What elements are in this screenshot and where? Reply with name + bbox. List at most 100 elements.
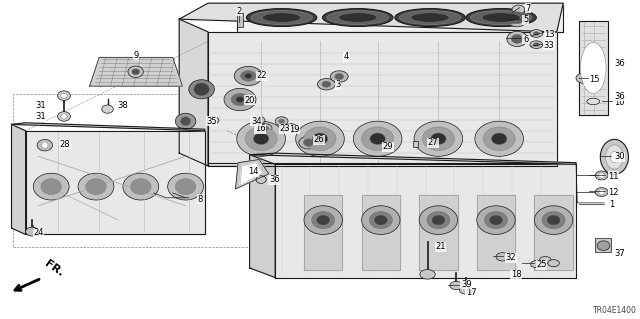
Polygon shape <box>236 160 269 189</box>
Ellipse shape <box>259 124 272 133</box>
Ellipse shape <box>304 206 342 234</box>
Ellipse shape <box>484 211 508 229</box>
Ellipse shape <box>427 211 450 229</box>
Text: 28: 28 <box>60 140 70 149</box>
Ellipse shape <box>303 139 314 146</box>
Ellipse shape <box>128 66 143 78</box>
Ellipse shape <box>534 206 573 234</box>
Ellipse shape <box>335 73 344 80</box>
Polygon shape <box>179 19 208 166</box>
Ellipse shape <box>61 93 67 98</box>
Polygon shape <box>12 123 205 131</box>
Text: 31: 31 <box>35 101 46 110</box>
Text: 7: 7 <box>525 4 531 13</box>
Ellipse shape <box>317 78 335 90</box>
Ellipse shape <box>470 11 532 25</box>
Text: 22: 22 <box>256 71 266 80</box>
Polygon shape <box>240 163 262 186</box>
Text: 26: 26 <box>314 135 324 144</box>
Text: 30: 30 <box>614 152 625 161</box>
Ellipse shape <box>533 43 540 47</box>
Text: 29: 29 <box>383 142 393 151</box>
Ellipse shape <box>327 11 388 25</box>
Ellipse shape <box>339 13 377 22</box>
Ellipse shape <box>304 127 336 151</box>
Polygon shape <box>362 195 400 270</box>
Ellipse shape <box>33 173 69 200</box>
Ellipse shape <box>600 139 628 174</box>
Text: 35: 35 <box>206 117 217 126</box>
Polygon shape <box>208 32 557 166</box>
Ellipse shape <box>224 88 256 111</box>
Polygon shape <box>12 124 26 234</box>
Ellipse shape <box>496 253 509 261</box>
Ellipse shape <box>262 126 269 130</box>
Text: 36: 36 <box>269 175 280 184</box>
Ellipse shape <box>353 121 402 156</box>
Text: 25: 25 <box>536 260 547 269</box>
Ellipse shape <box>482 13 520 22</box>
Polygon shape <box>304 195 342 270</box>
Ellipse shape <box>595 188 608 197</box>
Ellipse shape <box>262 13 301 22</box>
Polygon shape <box>419 195 458 270</box>
Ellipse shape <box>431 133 446 145</box>
Ellipse shape <box>58 112 70 121</box>
Ellipse shape <box>168 173 204 200</box>
Text: FR.: FR. <box>43 259 65 279</box>
Ellipse shape <box>26 227 38 236</box>
Ellipse shape <box>241 71 256 81</box>
Ellipse shape <box>246 9 317 26</box>
Text: 13: 13 <box>544 30 555 39</box>
Ellipse shape <box>419 206 458 234</box>
Polygon shape <box>275 164 576 278</box>
Ellipse shape <box>507 31 527 47</box>
Ellipse shape <box>595 171 608 180</box>
Ellipse shape <box>399 11 461 25</box>
Ellipse shape <box>507 11 527 27</box>
Ellipse shape <box>78 173 114 200</box>
Ellipse shape <box>322 81 331 87</box>
Bar <box>595 238 611 252</box>
Text: 38: 38 <box>117 101 128 110</box>
Bar <box>237 13 243 27</box>
Ellipse shape <box>123 173 159 200</box>
Bar <box>13 94 250 247</box>
Ellipse shape <box>253 133 269 145</box>
Ellipse shape <box>236 97 244 102</box>
Ellipse shape <box>234 66 262 85</box>
Text: 23: 23 <box>280 124 291 133</box>
Polygon shape <box>90 57 182 86</box>
Text: 4: 4 <box>344 52 349 61</box>
Ellipse shape <box>211 118 216 122</box>
Ellipse shape <box>511 34 523 43</box>
Ellipse shape <box>245 127 277 151</box>
Text: 14: 14 <box>248 167 259 176</box>
Ellipse shape <box>492 133 507 145</box>
Ellipse shape <box>460 286 472 294</box>
Polygon shape <box>237 3 563 32</box>
Ellipse shape <box>58 91 70 100</box>
Ellipse shape <box>86 179 106 195</box>
Text: 11: 11 <box>608 172 618 181</box>
Text: 19: 19 <box>289 125 300 134</box>
Ellipse shape <box>132 69 140 75</box>
Text: TR04E1400: TR04E1400 <box>593 306 637 315</box>
Text: 2: 2 <box>237 7 242 16</box>
Ellipse shape <box>531 261 542 268</box>
Ellipse shape <box>323 9 393 26</box>
Ellipse shape <box>253 116 265 124</box>
Ellipse shape <box>598 173 605 178</box>
Text: 9: 9 <box>133 51 138 60</box>
Polygon shape <box>250 153 576 164</box>
Text: 32: 32 <box>506 253 516 262</box>
Ellipse shape <box>285 124 298 133</box>
Ellipse shape <box>587 98 600 105</box>
Ellipse shape <box>330 71 348 82</box>
Ellipse shape <box>362 206 400 234</box>
Ellipse shape <box>466 9 536 26</box>
Ellipse shape <box>194 83 209 96</box>
Ellipse shape <box>530 41 543 48</box>
Ellipse shape <box>312 211 335 229</box>
Ellipse shape <box>475 121 524 156</box>
